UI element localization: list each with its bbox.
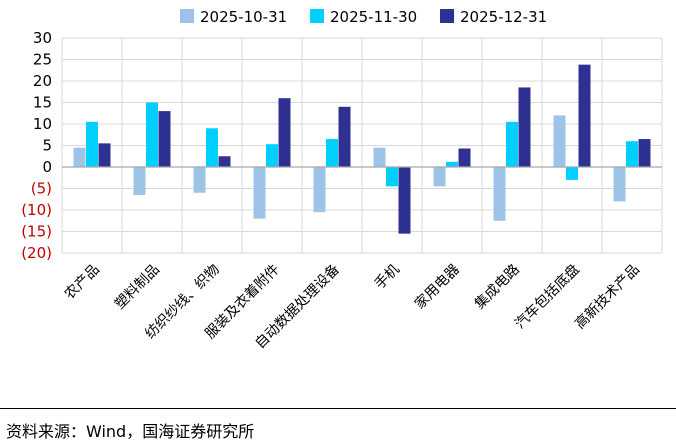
legend-swatch [440, 9, 454, 23]
y-tick-label: (10) [21, 201, 52, 219]
legend-swatch [180, 9, 194, 23]
y-tick-label: (15) [21, 223, 52, 241]
bar [278, 98, 291, 167]
category-label: 高新技术产品 [571, 261, 642, 332]
legend-label: 2025-10-31 [200, 8, 287, 26]
bars [73, 64, 651, 234]
bar [313, 167, 326, 213]
y-tick-label: (20) [21, 244, 52, 262]
bar [626, 141, 638, 167]
y-tick-label: 30 [33, 29, 52, 47]
category-label: 手机 [372, 262, 403, 293]
y-tick-label: 20 [33, 72, 52, 90]
bar [578, 64, 591, 167]
bar [493, 167, 506, 221]
legend: 2025-10-31 2025-11-30 2025-12-31 [180, 8, 547, 26]
bar [506, 121, 518, 167]
bar [266, 144, 278, 167]
bar [193, 167, 206, 193]
bar [338, 106, 351, 167]
bar [446, 161, 458, 167]
y-tick-label: 25 [33, 51, 52, 69]
bar [518, 87, 531, 167]
source-divider [0, 408, 676, 409]
legend-swatch [310, 9, 324, 23]
bar [553, 115, 566, 167]
category-label: 塑料制品 [112, 262, 163, 313]
y-axis: 30 25 20 15 10 5 0 (5) (10) (15) (20) [21, 29, 52, 262]
bar [433, 167, 446, 187]
bar [386, 167, 398, 187]
legend-label: 2025-11-30 [330, 8, 417, 26]
bar [158, 111, 171, 167]
y-tick-label: (5) [31, 180, 52, 198]
y-tick-label: 0 [42, 158, 52, 176]
bar [638, 139, 651, 167]
bar [146, 102, 158, 167]
bar [566, 167, 578, 180]
bar [98, 143, 111, 167]
category-label: 农产品 [62, 262, 103, 303]
y-tick-label: 15 [33, 94, 52, 112]
bar [458, 148, 471, 167]
category-label: 集成电路 [471, 261, 523, 313]
bar [326, 139, 338, 167]
category-label: 家用电器 [411, 261, 463, 313]
bar [613, 167, 626, 202]
bar [206, 128, 218, 167]
y-tick-label: 10 [33, 115, 52, 133]
bar [73, 147, 86, 167]
source-note: 资料来源：Wind，国海证券研究所 [6, 422, 255, 441]
y-tick-label: 5 [42, 137, 52, 155]
bar [218, 156, 231, 167]
legend-label: 2025-12-31 [460, 8, 547, 26]
bar [398, 167, 411, 234]
bar [133, 167, 146, 195]
bar [373, 147, 386, 167]
bar [86, 121, 98, 167]
bar [253, 167, 266, 219]
